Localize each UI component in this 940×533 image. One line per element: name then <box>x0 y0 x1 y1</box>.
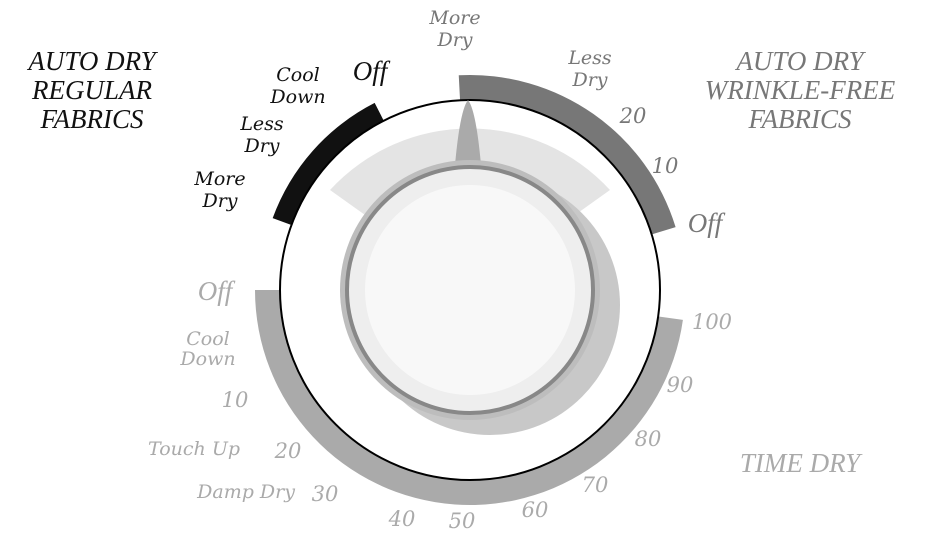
dial-label: Less <box>239 113 284 135</box>
dial-label: Dry <box>571 69 607 91</box>
dial-label: 20 <box>274 439 302 463</box>
knob-center <box>365 185 575 395</box>
dial-label: 30 <box>312 482 339 506</box>
dial-label: Down <box>269 86 325 108</box>
dial-label: Dry <box>436 29 472 51</box>
dial-label: Touch Up <box>148 438 240 460</box>
dial-label: 60 <box>522 498 549 522</box>
dial-label: Cool <box>276 64 320 86</box>
dial-label: 10 <box>222 388 249 412</box>
dial-label: 20 <box>619 104 647 128</box>
section-title: AUTO DRY <box>734 46 866 76</box>
dial-label: Dry <box>201 190 237 212</box>
section-title: REGULAR <box>31 75 152 105</box>
dial-label: More <box>428 7 480 29</box>
dial-label: Cool <box>186 328 230 350</box>
section-title: TIME DRY <box>740 448 863 478</box>
dial-label: 50 <box>449 509 476 533</box>
wrinkle-free-band <box>458 74 676 236</box>
dial-label: 80 <box>635 427 662 451</box>
knob-pointer <box>455 100 481 165</box>
section-title: WRINKLE-FREE <box>705 75 896 105</box>
time-dry-band <box>255 290 683 506</box>
dial-label: 100 <box>692 310 732 334</box>
dial-label: 90 <box>667 373 694 397</box>
dial-label: Down <box>179 348 235 370</box>
dial-label: Off <box>688 208 726 238</box>
dial-label: Off <box>198 276 236 306</box>
dial-label: 70 <box>582 473 609 497</box>
section-title: AUTO DRY <box>26 46 158 76</box>
section-title: FABRICS <box>40 104 144 134</box>
dial-label: Dry <box>243 135 279 157</box>
dial-label: More <box>193 168 245 190</box>
dial-label: Off <box>353 56 391 86</box>
dial-label: 10 <box>652 154 679 178</box>
dial-label: Damp Dry <box>196 481 295 503</box>
dial-label: 40 <box>388 507 416 531</box>
dial-label: Less <box>567 47 612 69</box>
section-title: FABRICS <box>748 104 852 134</box>
